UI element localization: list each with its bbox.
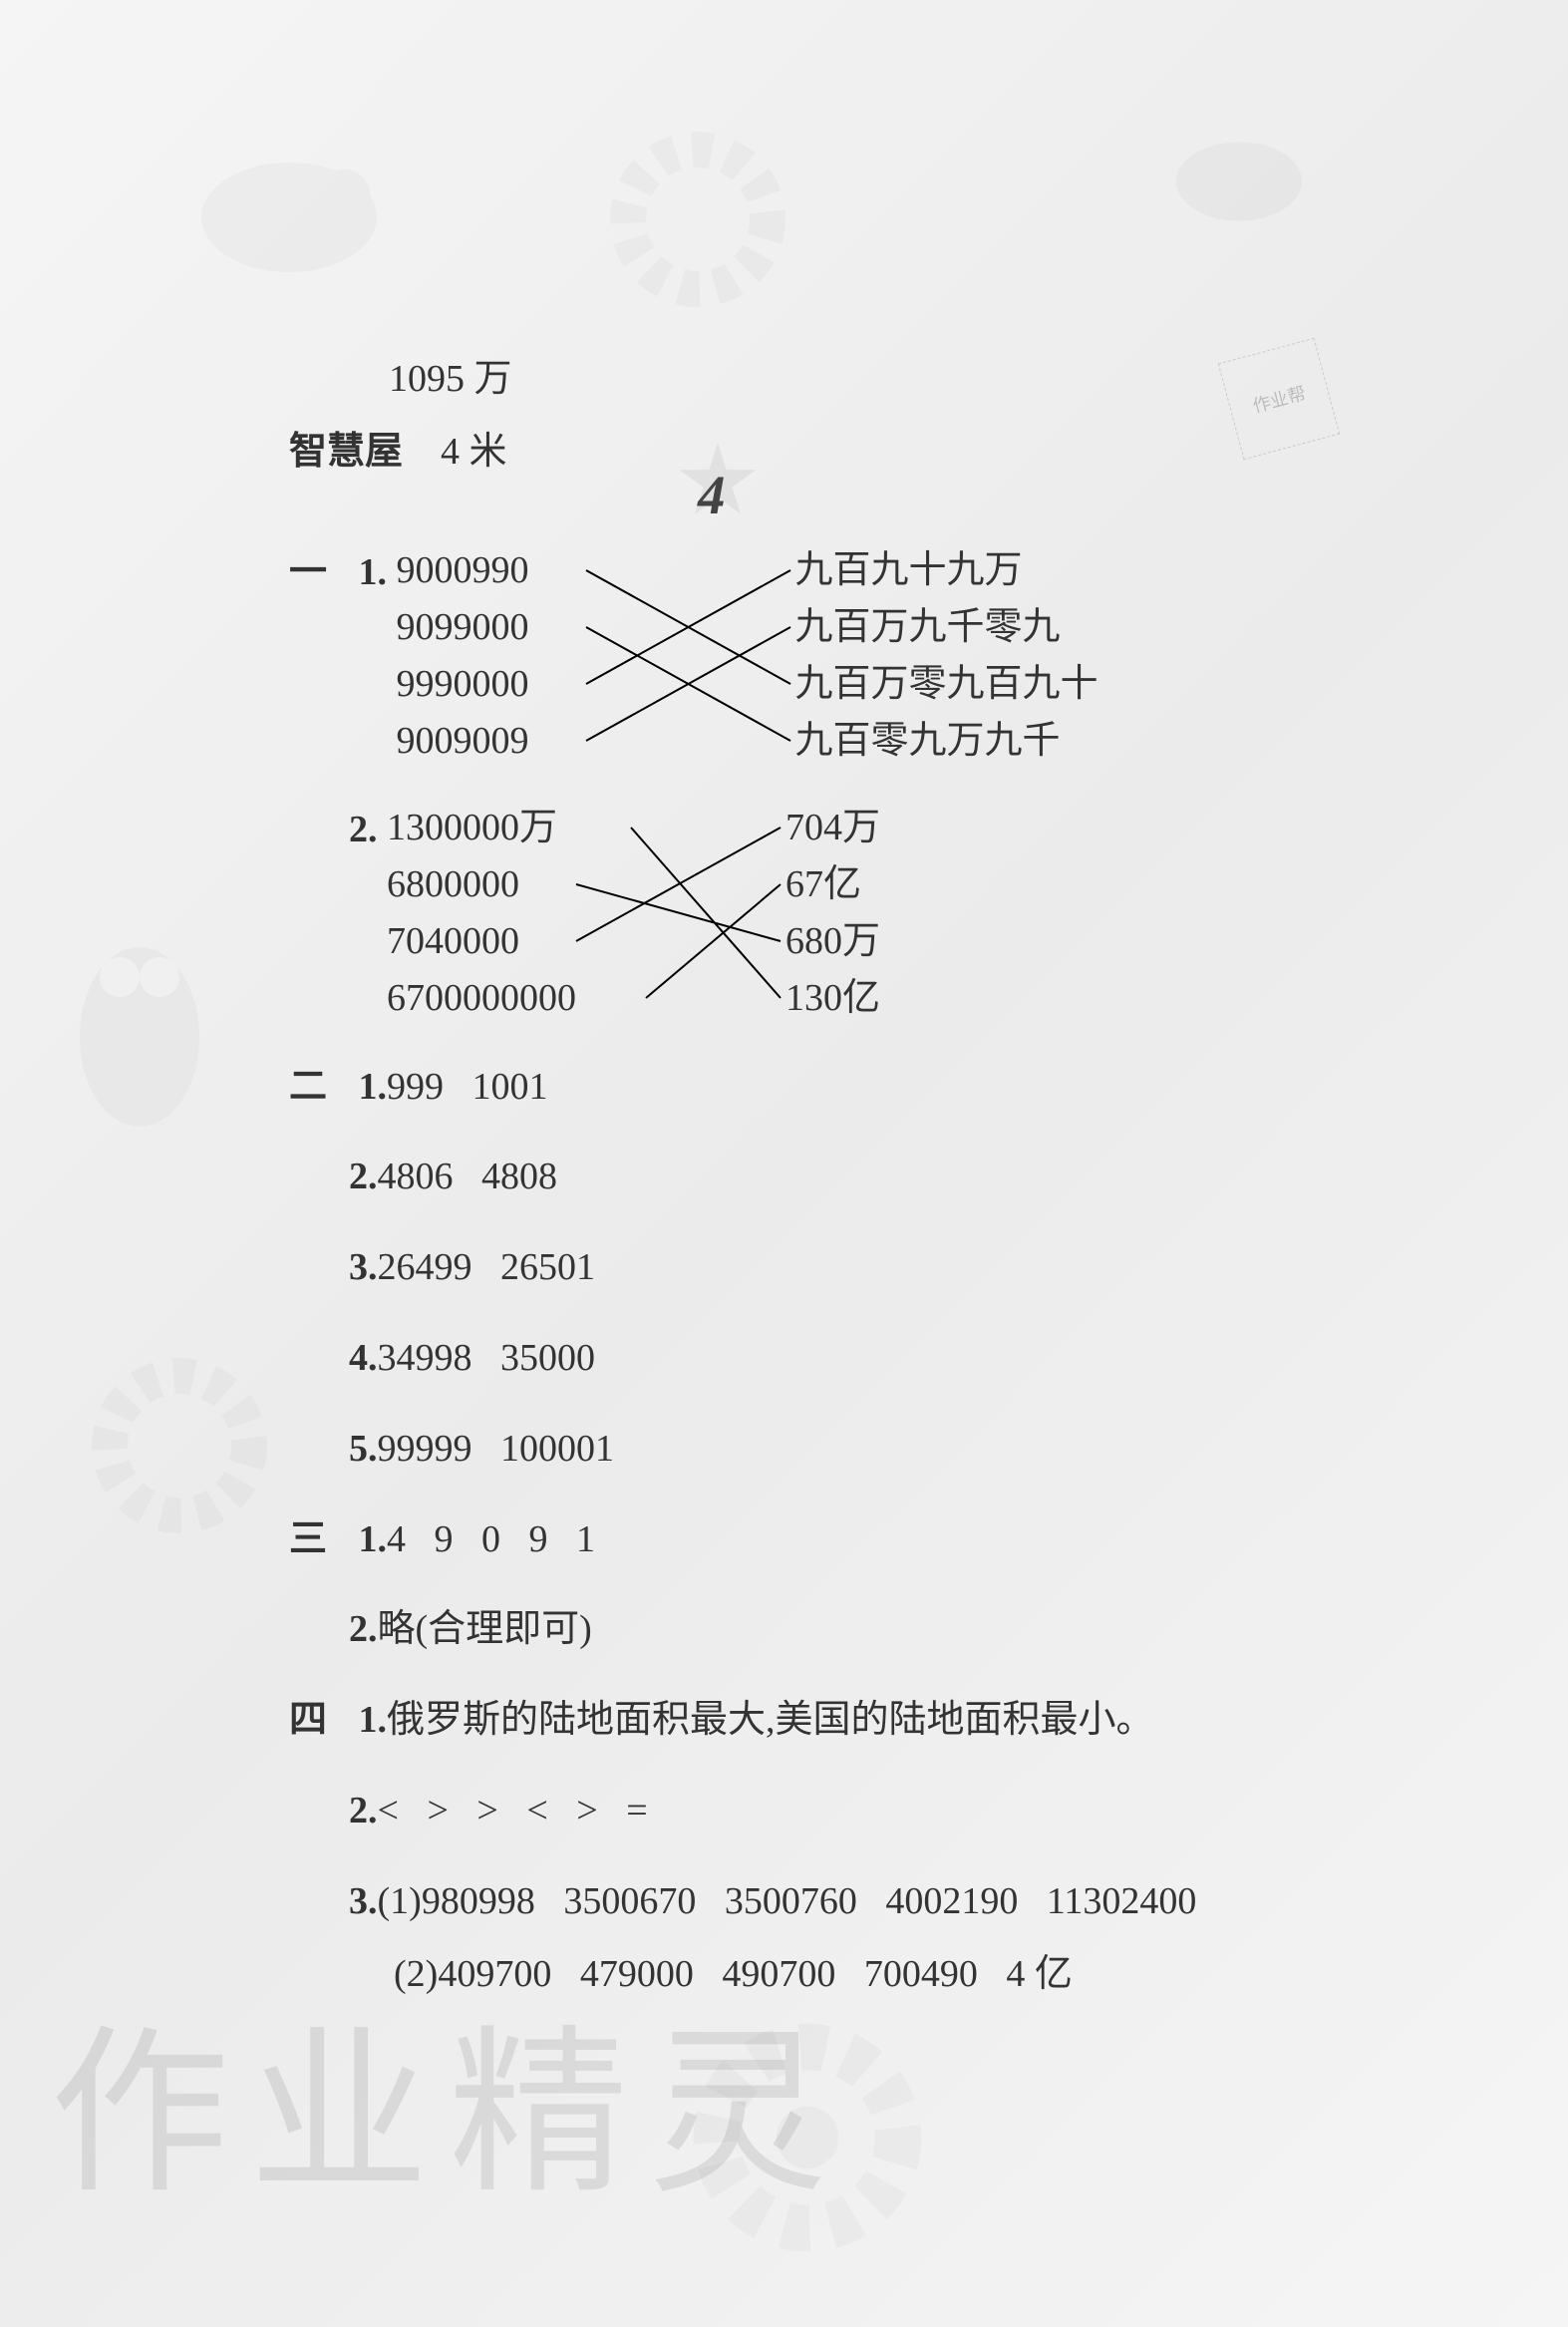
decoration-gear-1 <box>598 120 797 319</box>
four-3-1-label: (1) <box>378 1880 422 1922</box>
three-item-2: 2.略(合理即可) <box>349 1599 1386 1660</box>
decoration-bird-2 <box>1149 110 1329 259</box>
two-2-a: 4806 <box>378 1156 454 1197</box>
two-4-b: 35000 <box>500 1337 595 1379</box>
q2-right-1: 67亿 <box>785 856 861 913</box>
three-1-v4: 1 <box>576 1518 595 1560</box>
q1-left-1: 9099000 <box>397 599 676 656</box>
two-4-label: 4. <box>349 1337 378 1379</box>
three-2-text: 略(合理即可) <box>378 1608 592 1650</box>
q1-right-2: 九百万零九百九十 <box>795 656 1098 713</box>
four-2-s0: < <box>378 1790 399 1831</box>
two-item-3: 3.26499 26501 <box>349 1237 1386 1298</box>
four-2-s3: < <box>526 1790 547 1831</box>
section-four-marker: 四 <box>289 1690 349 1751</box>
three-1-v3: 9 <box>529 1518 548 1560</box>
decoration-gear-2 <box>80 1346 279 1545</box>
two-5-b: 100001 <box>500 1428 614 1470</box>
two-item-2: 2.4806 4808 <box>349 1147 1386 1207</box>
page-background: 作业帮 4 1095 万 智慧屋 4 米 一 1. 9000990九百九十九万 … <box>0 0 1568 2327</box>
section-one: 一 1. 9000990 九百九十九万 9099000 九百万九千零九 999000… <box>289 542 1386 770</box>
four-2-label: 2. <box>349 1790 378 1831</box>
four-3-label: 3. <box>349 1880 378 1922</box>
q1-left-2: 9990000 <box>397 656 676 713</box>
q1-left-0: 9000990 <box>397 542 676 599</box>
two-1-label: 1. <box>359 1066 388 1108</box>
two-1-a: 999 <box>387 1066 444 1108</box>
two-5-a: 99999 <box>378 1428 472 1470</box>
four-1-text: 俄罗斯的陆地面积最大,美国的陆地面积最小。 <box>387 1699 1154 1741</box>
top-value: 1095 万 <box>389 349 1386 410</box>
four-3-2-v4: 4 亿 <box>1006 1953 1073 1995</box>
three-1-v2: 0 <box>481 1518 500 1560</box>
two-item-4: 4.34998 35000 <box>349 1328 1386 1389</box>
two-5-label: 5. <box>349 1428 378 1470</box>
four-2-s2: > <box>476 1790 497 1831</box>
decoration-bird-1 <box>179 130 399 309</box>
four-item-3-1: 3.(1)980998 3500670 3500760 4002190 1130… <box>349 1871 1386 1932</box>
content-area: 1095 万 智慧屋 4 米 一 1. 9000990九百九十九万 909900… <box>289 349 1386 2016</box>
q1-right-1: 九百万九千零九 <box>795 599 1061 656</box>
q2-left-3: 6700000000 <box>387 970 666 1027</box>
three-1-v0: 4 <box>387 1518 406 1560</box>
section-three: 三 1.4 9 0 9 1 <box>289 1509 1386 1570</box>
two-2-b: 4808 <box>481 1156 557 1197</box>
section-three-marker: 三 <box>289 1509 349 1570</box>
section-one-q2: 2. 1300000万 704万 6800000 67亿 7040000 680万 6… <box>349 800 1386 1027</box>
two-2-label: 2. <box>349 1156 378 1197</box>
wisdom-house-row: 智慧屋 4 米 <box>289 422 1386 483</box>
section-two: 二 1.999 1001 <box>289 1057 1386 1118</box>
four-3-1-v2: 3500760 <box>725 1880 857 1922</box>
four-3-2-v3: 700490 <box>864 1953 978 1995</box>
section-four: 四 1.俄罗斯的陆地面积最大,美国的陆地面积最小。 <box>289 1690 1386 1751</box>
q1-label: 1. <box>359 551 388 593</box>
q2-right-3: 130亿 <box>785 970 880 1027</box>
section-two-marker: 二 <box>289 1057 349 1118</box>
four-item-2: 2.< > > < > = <box>349 1781 1386 1841</box>
wisdom-house-label: 智慧屋 <box>289 431 403 473</box>
q2-right-0: 704万 <box>785 800 880 856</box>
q2-left-0: 1300000万 <box>387 800 666 856</box>
two-3-a: 26499 <box>378 1246 472 1288</box>
q2-left-2: 7040000 <box>387 913 666 970</box>
q2-left-1: 6800000 <box>387 856 666 913</box>
q1-right-0: 九百九十九万 <box>795 542 1023 599</box>
four-2-s5: = <box>626 1790 647 1831</box>
three-2-label: 2. <box>349 1608 378 1650</box>
three-1-v1: 9 <box>435 1518 454 1560</box>
four-2-s1: > <box>427 1790 448 1831</box>
q1-right-3: 九百零九万九千 <box>795 713 1061 770</box>
two-4-a: 34998 <box>378 1337 472 1379</box>
four-3-1-v1: 3500670 <box>563 1880 696 1922</box>
q2-right-2: 680万 <box>785 913 880 970</box>
four-2-s4: > <box>576 1790 597 1831</box>
two-3-b: 26501 <box>500 1246 595 1288</box>
four-1-label: 1. <box>359 1699 388 1741</box>
two-1-b: 1001 <box>472 1066 548 1108</box>
section-one-marker: 一 <box>289 542 349 603</box>
two-3-label: 3. <box>349 1246 378 1288</box>
three-1-label: 1. <box>359 1518 388 1560</box>
q2-label: 2. <box>349 809 378 850</box>
wisdom-house-value: 4 米 <box>441 431 507 473</box>
q1-left-3: 9009009 <box>397 713 676 770</box>
watermark: 作业精灵 <box>50 1967 847 2227</box>
decoration-owl <box>60 897 219 1137</box>
four-3-1-v3: 4002190 <box>885 1880 1018 1922</box>
four-3-1-v4: 11302400 <box>1047 1880 1197 1922</box>
two-item-5: 5.99999 100001 <box>349 1419 1386 1480</box>
four-3-1-v0: 980998 <box>422 1880 535 1922</box>
